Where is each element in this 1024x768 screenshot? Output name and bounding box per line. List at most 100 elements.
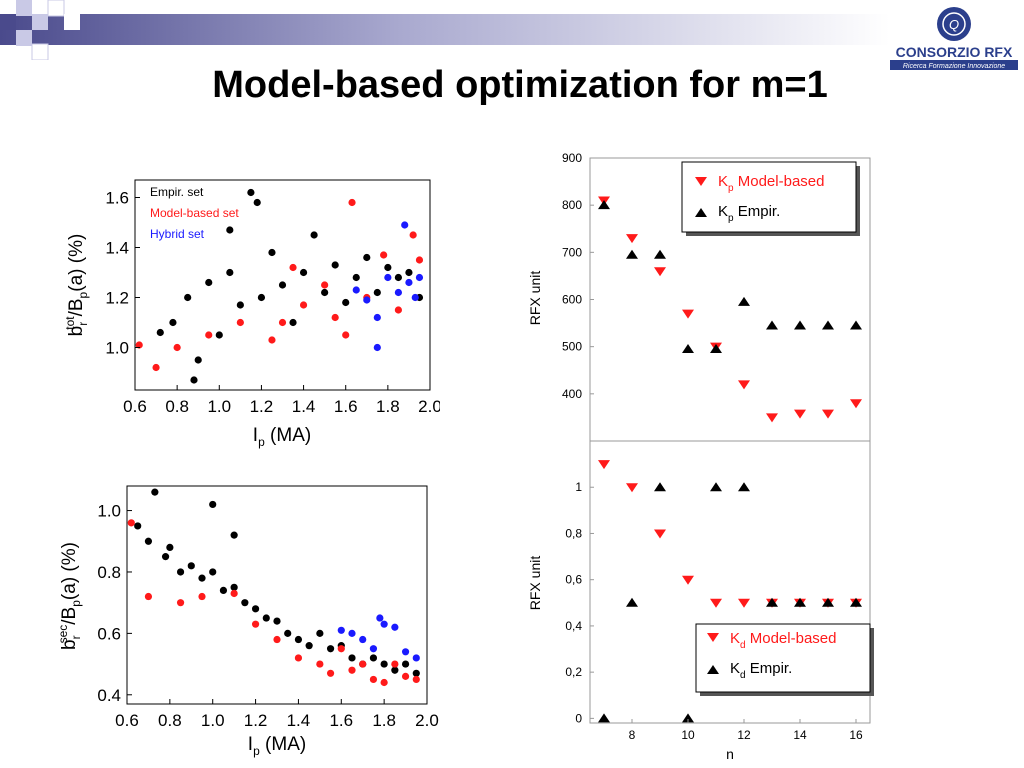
- data-point: [794, 409, 806, 419]
- slide-title: Model-based optimization for m=1: [212, 64, 828, 106]
- data-point: [331, 313, 339, 322]
- data-point: [331, 261, 339, 269]
- data-point: [850, 320, 862, 330]
- data-point: [738, 482, 750, 492]
- data-point: [738, 296, 750, 306]
- legend-hybrid: Hybrid set: [150, 227, 205, 241]
- data-point: [394, 288, 402, 297]
- data-point: [850, 597, 862, 607]
- data-point: [822, 597, 834, 607]
- y-axis-label: brtot/Bp(a) (%): [63, 234, 90, 337]
- data-point: [342, 298, 350, 307]
- x-tick-label: 0.6: [115, 711, 139, 730]
- data-point: [384, 273, 392, 282]
- x-tick-label: 1.0: [201, 711, 225, 730]
- legend-marker-empir: [707, 665, 719, 674]
- data-point: [294, 654, 303, 662]
- data-point: [348, 629, 356, 637]
- y-ticks-kd: 0 0,2 0,4 0,6 0,8 1: [565, 480, 594, 725]
- x-tick-label: 1.4: [292, 397, 316, 416]
- data-point: [135, 341, 143, 349]
- data-point: [373, 288, 381, 297]
- panel-kd: 0 0,2 0,4 0,6 0,8 1 8 10 12 14 16 RFX unit n Kd M…: [527, 440, 874, 762]
- data-point: [359, 635, 367, 644]
- data-point: [682, 344, 694, 354]
- data-point: [268, 248, 276, 257]
- x-tick-label: 1.2: [244, 711, 268, 730]
- data-point: [134, 522, 142, 530]
- data-point: [156, 328, 164, 337]
- data-point: [236, 318, 244, 327]
- data-point: [626, 249, 638, 259]
- data-point: [198, 592, 206, 601]
- y-tick-label: 0: [575, 711, 582, 725]
- y-axis-label: brsec/Bp(a) (%): [56, 542, 83, 650]
- data-point: [326, 645, 335, 653]
- panel-kp: 400 500 600 700 800 900 RFX unit Kp Model-bas…: [527, 151, 871, 442]
- data-point: [394, 306, 402, 314]
- x-tick-label: 1.4: [287, 711, 311, 730]
- data-point: [352, 286, 360, 294]
- legend-kd: Kd Model-based Kd Empir.: [695, 623, 874, 696]
- x-ticks: 0.6 0.8 1.0 1.2 1.4 1.6 1.8 2.0: [115, 699, 439, 730]
- y-tick-label: 400: [562, 387, 582, 401]
- x-ticks: 0.6 0.8 1.0 1.2 1.4 1.6 1.8 2.0: [123, 385, 440, 416]
- data-point: [230, 589, 238, 598]
- data-point: [268, 336, 276, 344]
- data-point: [369, 645, 378, 653]
- data-point: [176, 599, 185, 607]
- x-axis-label-kd: n: [726, 746, 734, 762]
- y-tick-label: 0.8: [97, 563, 121, 582]
- x-axis-label: Ip (MA): [248, 734, 306, 758]
- data-point: [766, 413, 778, 423]
- data-point: [194, 356, 202, 364]
- legend-kp-empir: Kp Empir.: [718, 203, 780, 224]
- y-axis-label-kd: RFX unit: [527, 556, 543, 611]
- data-point: [412, 654, 420, 662]
- data-point: [241, 599, 249, 607]
- data-point: [412, 669, 420, 677]
- data-point: [409, 231, 417, 239]
- data-point: [205, 278, 213, 287]
- data-point: [278, 318, 287, 327]
- data-point: [273, 617, 281, 625]
- marks: [135, 188, 424, 384]
- y-tick-label: 500: [562, 340, 582, 354]
- x-axis-label: Ip (MA): [253, 425, 311, 449]
- x-ticks-kd: 8 10 12 14 16: [629, 719, 863, 742]
- data-point: [348, 198, 356, 207]
- y-ticks: 1.0 1.2 1.4 1.6: [105, 189, 140, 358]
- data-point: [205, 331, 213, 339]
- x-tick-label: 0.8: [165, 397, 189, 416]
- data-point: [369, 675, 378, 684]
- x-tick-label: 1.8: [376, 397, 400, 416]
- data-point: [766, 597, 778, 607]
- data-point: [299, 268, 308, 277]
- data-point: [380, 678, 388, 687]
- data-point: [348, 654, 356, 662]
- data-point: [236, 301, 244, 309]
- y-ticks: 0.4 0.6 0.8 1.0: [97, 502, 132, 705]
- data-point: [262, 614, 270, 622]
- data-point: [412, 675, 420, 684]
- data-point: [144, 537, 153, 545]
- data-point: [766, 320, 778, 330]
- data-point: [321, 288, 329, 297]
- data-point: [405, 278, 413, 287]
- data-point: [230, 583, 238, 591]
- data-point: [822, 409, 834, 419]
- data-point: [391, 660, 399, 668]
- data-point: [598, 713, 610, 723]
- x-tick-label: 2.0: [418, 397, 440, 416]
- x-tick-label: 16: [849, 728, 863, 742]
- data-point: [247, 188, 255, 197]
- legend: Empir. set Model-based set Hybrid set: [150, 185, 239, 241]
- data-point: [226, 268, 234, 277]
- data-point: [326, 669, 335, 677]
- data-point: [198, 574, 206, 582]
- data-point: [654, 482, 666, 492]
- header-gradient-band: [0, 14, 890, 45]
- data-point: [173, 343, 181, 352]
- data-point: [299, 301, 308, 309]
- data-point: [369, 654, 378, 662]
